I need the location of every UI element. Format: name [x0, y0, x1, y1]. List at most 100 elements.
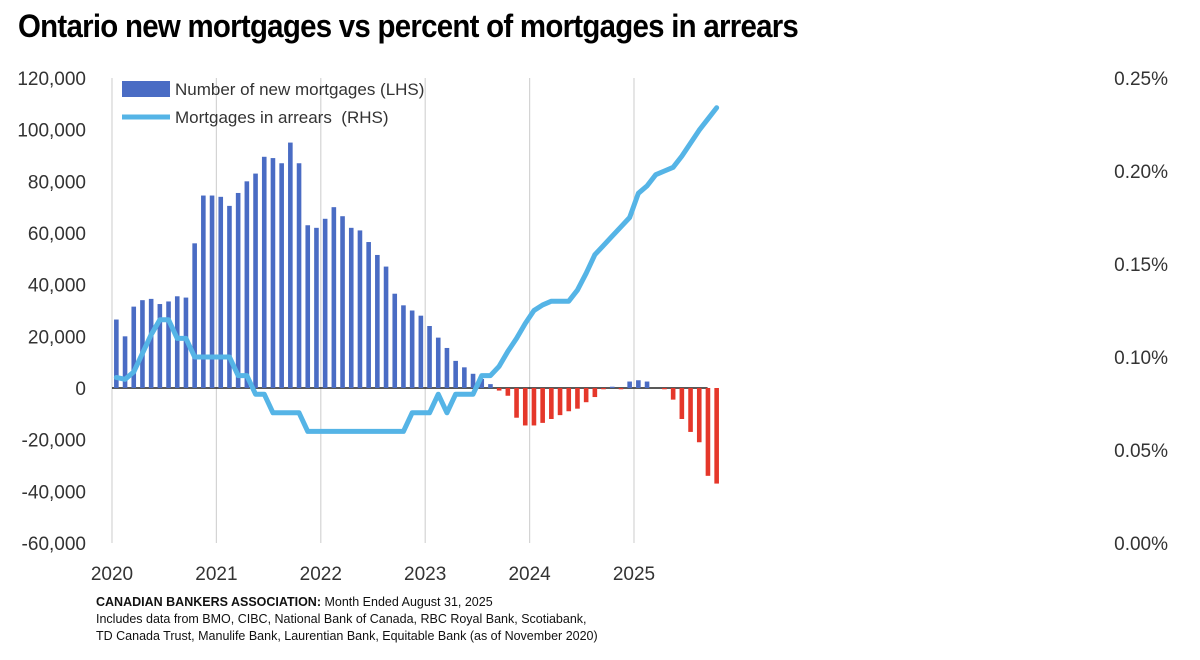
bar-2025-02	[644, 381, 650, 388]
vertical-gridlines	[111, 78, 635, 543]
legend-label-bars: Number of new mortgages (LHS)	[175, 80, 424, 99]
source-date: Month Ended August 31, 2025	[321, 595, 493, 609]
bar-2024-11	[618, 388, 624, 390]
right-axis-ticks: 0.25% 0.20% 0.15% 0.10% 0.05% 0.00%	[1114, 69, 1168, 555]
bar-2024-02	[540, 388, 545, 423]
legend-label-line: Mortgages in arrears (RHS)	[175, 108, 389, 127]
bar-2020-08	[174, 296, 180, 388]
bar-2023-10	[505, 388, 511, 396]
bar-undefined	[705, 388, 711, 476]
bar-2023-06	[470, 373, 476, 388]
bar-2020-12	[209, 195, 215, 388]
source-org: CANADIAN BANKERS ASSOCIATION:	[96, 595, 321, 609]
bar-2020-05	[148, 298, 154, 389]
left-tick-label: -60,000	[22, 534, 86, 555]
bar-2021-11	[305, 225, 311, 388]
left-tick-label: -40,000	[22, 482, 86, 503]
bar-2020-03	[131, 306, 137, 389]
x-tick-label: 2023	[404, 564, 446, 585]
left-tick-label: 120,000	[17, 69, 86, 90]
left-tick-label: 0	[75, 379, 86, 400]
bar-2024-12	[627, 381, 632, 388]
left-tick-label: 100,000	[17, 121, 86, 142]
bar-2022-10	[401, 305, 406, 388]
bar-2024-04	[557, 388, 563, 416]
legend-swatch-bars	[122, 81, 170, 97]
bar-2024-10	[609, 386, 615, 388]
bar-2022-12	[418, 315, 424, 388]
bar-2024-08	[592, 388, 598, 398]
x-tick-label: 2020	[91, 564, 133, 585]
bar-2022-11	[409, 310, 415, 388]
bar-2021-05	[253, 173, 258, 388]
bar-2025-07	[688, 388, 693, 432]
bar-2023-07	[479, 378, 485, 388]
bar-2023-09	[496, 388, 502, 391]
bar-2021-07	[270, 158, 276, 388]
bar-2022-03	[340, 216, 345, 388]
bar-2022-04	[348, 227, 354, 388]
right-tick-label: 0.05%	[1114, 441, 1168, 462]
bar-2025-08	[696, 388, 702, 443]
bar-2022-07	[375, 254, 380, 388]
bar-2022-02	[331, 207, 337, 388]
bar-2023-01	[427, 326, 432, 388]
source-line-3: TD Canada Trust, Manulife Bank, Laurenti…	[96, 629, 598, 643]
bar-2020-10	[192, 243, 197, 388]
bar-2021-09	[288, 142, 293, 388]
bar-2023-03	[444, 347, 450, 388]
bar-2020-06	[157, 304, 163, 388]
x-tick-label: 2024	[508, 564, 551, 585]
right-tick-label: 0.00%	[1114, 534, 1168, 555]
left-axis-ticks: 120,000 100,000 80,000 60,000 40,000 20,000 0 -…	[17, 69, 86, 555]
bar-2023-11	[514, 388, 519, 418]
chart-title: Ontario new mortgages vs percent of mort…	[18, 8, 799, 44]
bar-2021-08	[279, 163, 284, 388]
bar-2022-09	[392, 293, 398, 388]
bar-2024-05	[566, 388, 572, 412]
bar-undefined	[714, 388, 719, 484]
bar-2024-01	[531, 388, 537, 426]
bar-2020-01	[114, 319, 119, 388]
bar-2021-01	[218, 196, 224, 388]
bar-2020-04	[140, 300, 145, 388]
arrears-line	[113, 105, 720, 434]
x-axis-ticks: 2020 2021 2022 2023 2024 2025	[91, 564, 655, 585]
left-tick-label: 80,000	[28, 172, 86, 193]
bar-2021-10	[296, 163, 302, 388]
right-tick-label: 0.25%	[1114, 69, 1168, 90]
bar-2021-03	[235, 192, 241, 388]
bar-2024-09	[601, 388, 606, 390]
bar-2024-06	[575, 388, 580, 409]
legend: Number of new mortgages (LHS) Mortgages …	[122, 80, 424, 127]
bar-2020-02	[122, 336, 128, 388]
bar-2023-05	[462, 367, 467, 388]
bar-2022-01	[322, 218, 328, 388]
right-tick-label: 0.10%	[1114, 348, 1168, 369]
bar-2023-12	[522, 388, 528, 426]
right-tick-label: 0.20%	[1114, 162, 1168, 183]
x-tick-label: 2022	[300, 564, 342, 585]
bar-2020-07	[166, 301, 171, 388]
right-tick-label: 0.15%	[1114, 255, 1168, 276]
bar-2022-05	[357, 230, 363, 388]
bar-2024-07	[583, 388, 589, 403]
bar-2025-05	[670, 388, 676, 400]
chart-canvas: 120,000 100,000 80,000 60,000 40,000 20,000 0 -…	[17, 69, 1168, 585]
bar-2023-08	[488, 384, 493, 389]
x-tick-label: 2025	[613, 564, 655, 585]
left-tick-label: 40,000	[28, 276, 86, 297]
bar-2022-08	[383, 266, 389, 388]
bar-2024-03	[549, 388, 554, 419]
bar-2025-04	[662, 388, 667, 390]
x-tick-label: 2021	[195, 564, 237, 585]
source-note: CANADIAN BANKERS ASSOCIATION: Month Ende…	[96, 594, 598, 645]
bar-series	[114, 142, 719, 484]
left-tick-label: 20,000	[28, 327, 86, 348]
bar-2025-01	[636, 380, 641, 388]
bar-2021-06	[261, 156, 267, 388]
bar-2023-02	[435, 337, 441, 389]
bar-2023-04	[453, 360, 458, 389]
bar-2021-12	[314, 227, 319, 388]
bar-2025-06	[679, 388, 685, 419]
